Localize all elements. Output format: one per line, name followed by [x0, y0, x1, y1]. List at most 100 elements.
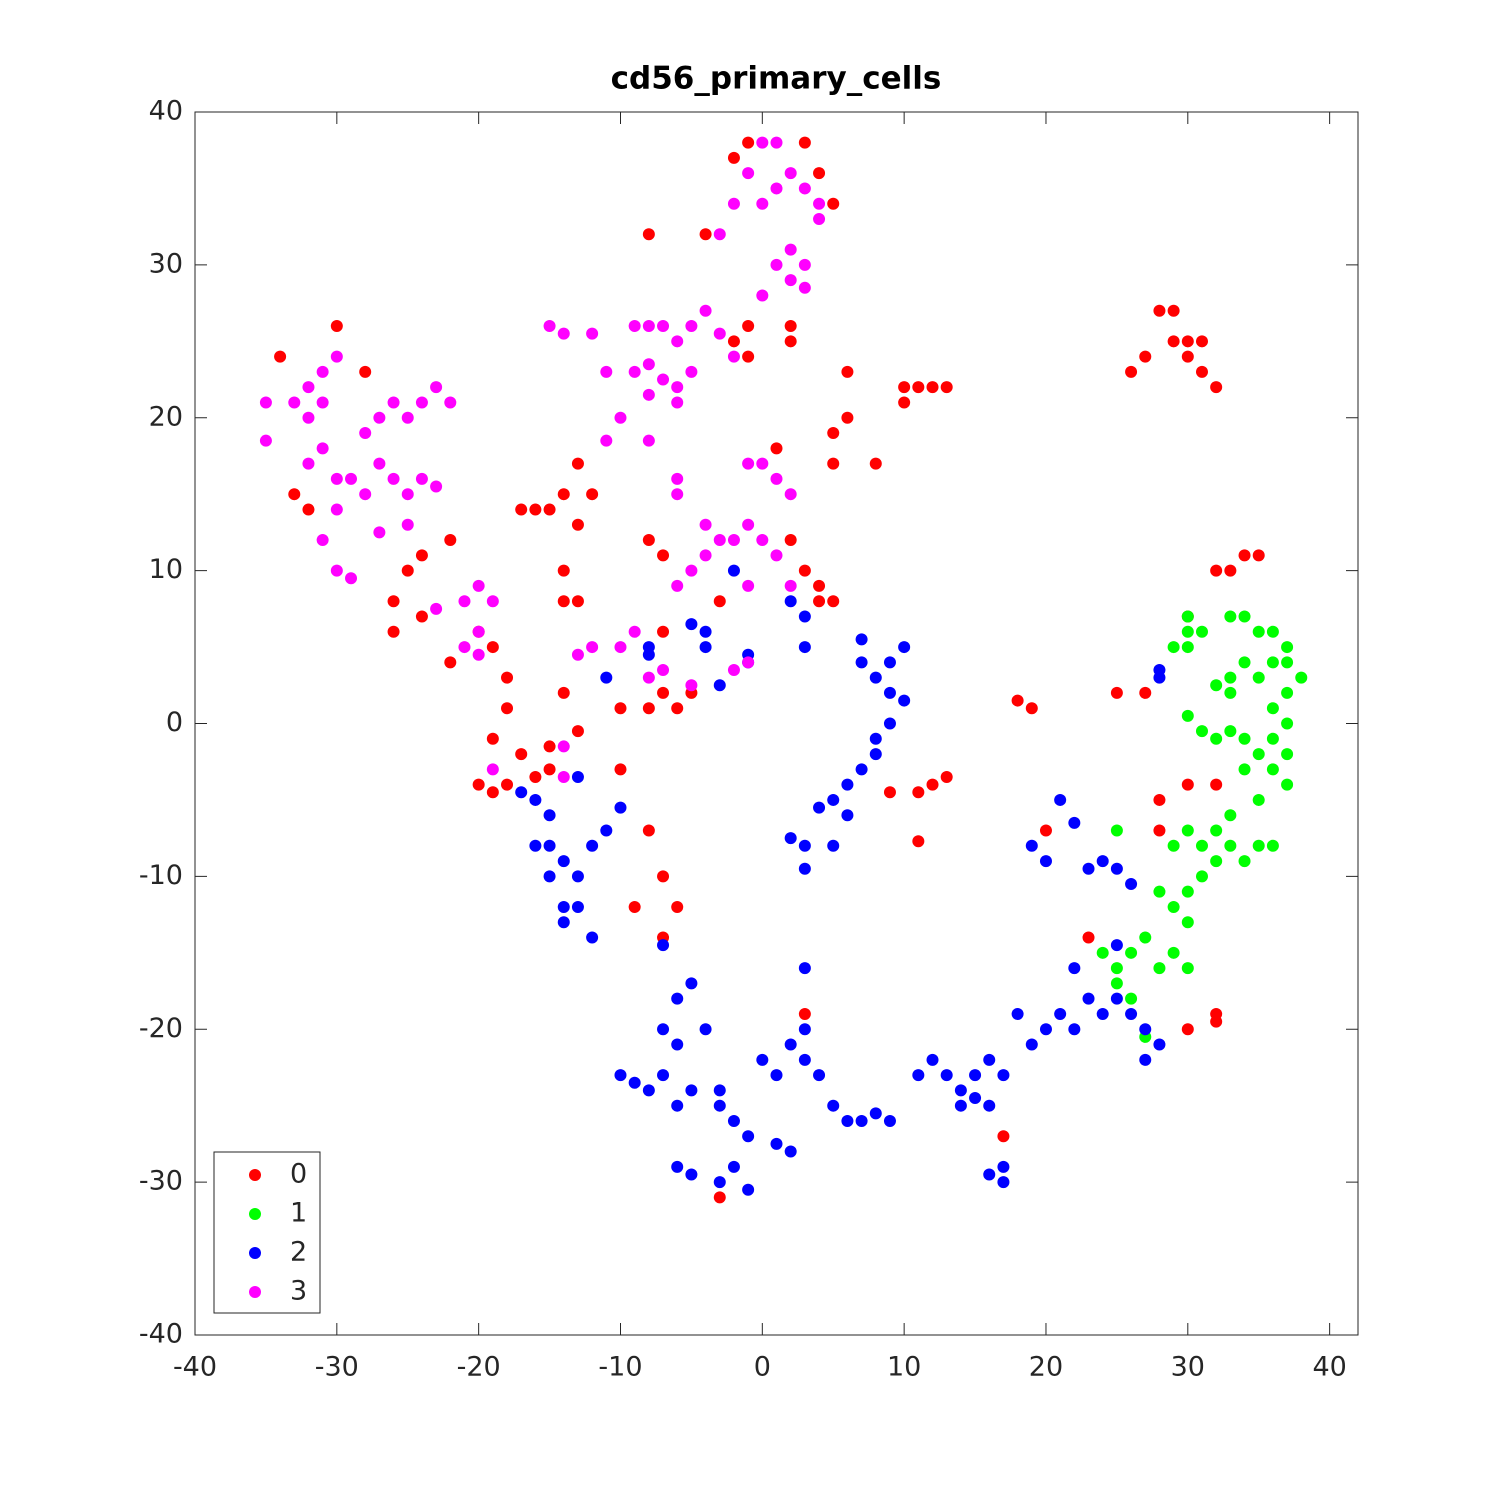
point: [770, 442, 783, 455]
legend-marker: [249, 1247, 261, 1259]
point: [1139, 931, 1152, 944]
point: [529, 503, 542, 516]
point: [1252, 671, 1265, 684]
point: [316, 365, 329, 378]
point: [1224, 809, 1237, 822]
point: [316, 442, 329, 455]
point: [784, 320, 797, 333]
point: [359, 365, 372, 378]
point: [699, 1023, 712, 1036]
point: [1210, 564, 1223, 577]
point: [557, 916, 570, 929]
point: [486, 763, 499, 776]
legend-marker: [249, 1169, 261, 1181]
point: [557, 595, 570, 608]
point: [813, 197, 826, 210]
point: [642, 702, 655, 715]
point: [1054, 1007, 1067, 1020]
point: [1210, 855, 1223, 868]
point: [614, 411, 627, 424]
point: [657, 549, 670, 562]
point: [1068, 1023, 1081, 1036]
point: [657, 320, 670, 333]
point: [1181, 625, 1194, 638]
point: [671, 992, 684, 1005]
point: [742, 320, 755, 333]
point: [742, 1130, 755, 1143]
point: [1153, 885, 1166, 898]
point: [557, 740, 570, 753]
point: [713, 679, 726, 692]
point: [855, 656, 868, 669]
point: [1139, 1023, 1152, 1036]
point: [628, 365, 641, 378]
point: [1181, 641, 1194, 654]
point: [444, 534, 457, 547]
point: [940, 381, 953, 394]
point: [543, 503, 556, 516]
point: [302, 381, 315, 394]
point: [571, 595, 584, 608]
point: [1181, 610, 1194, 623]
point: [529, 771, 542, 784]
point: [1039, 824, 1052, 837]
point: [798, 610, 811, 623]
point: [557, 327, 570, 340]
point: [827, 839, 840, 852]
point: [1153, 1038, 1166, 1051]
point: [827, 457, 840, 470]
point: [685, 320, 698, 333]
point: [1224, 725, 1237, 738]
point: [699, 549, 712, 562]
point: [1281, 748, 1294, 761]
point: [1281, 717, 1294, 730]
point: [614, 801, 627, 814]
point: [1281, 656, 1294, 669]
point: [1068, 816, 1081, 829]
point: [571, 457, 584, 470]
point: [1167, 946, 1180, 959]
point: [671, 702, 684, 715]
point: [869, 732, 882, 745]
point: [274, 350, 287, 363]
point: [742, 656, 755, 669]
point: [685, 679, 698, 692]
legend-marker: [249, 1208, 261, 1220]
point: [713, 1084, 726, 1097]
point: [1167, 839, 1180, 852]
point: [1195, 870, 1208, 883]
point: [1167, 304, 1180, 317]
point: [430, 602, 443, 615]
point: [302, 503, 315, 516]
point: [1181, 350, 1194, 363]
y-tick-label: -30: [139, 1166, 183, 1197]
point: [869, 457, 882, 470]
point: [926, 1053, 939, 1066]
point: [898, 694, 911, 707]
point: [387, 625, 400, 638]
point: [1238, 732, 1251, 745]
point: [472, 579, 485, 592]
point: [316, 534, 329, 547]
point: [671, 488, 684, 501]
point: [1238, 656, 1251, 669]
point: [756, 534, 769, 547]
point: [940, 1069, 953, 1082]
point: [742, 518, 755, 531]
point: [302, 457, 315, 470]
point: [1096, 946, 1109, 959]
point: [798, 258, 811, 271]
point: [784, 167, 797, 180]
point: [997, 1069, 1010, 1082]
point: [1224, 839, 1237, 852]
point: [770, 472, 783, 485]
point: [798, 1007, 811, 1020]
point: [756, 289, 769, 302]
point: [798, 839, 811, 852]
point: [586, 488, 599, 501]
point: [1238, 610, 1251, 623]
point: [345, 572, 358, 585]
point: [472, 625, 485, 638]
point: [685, 977, 698, 990]
